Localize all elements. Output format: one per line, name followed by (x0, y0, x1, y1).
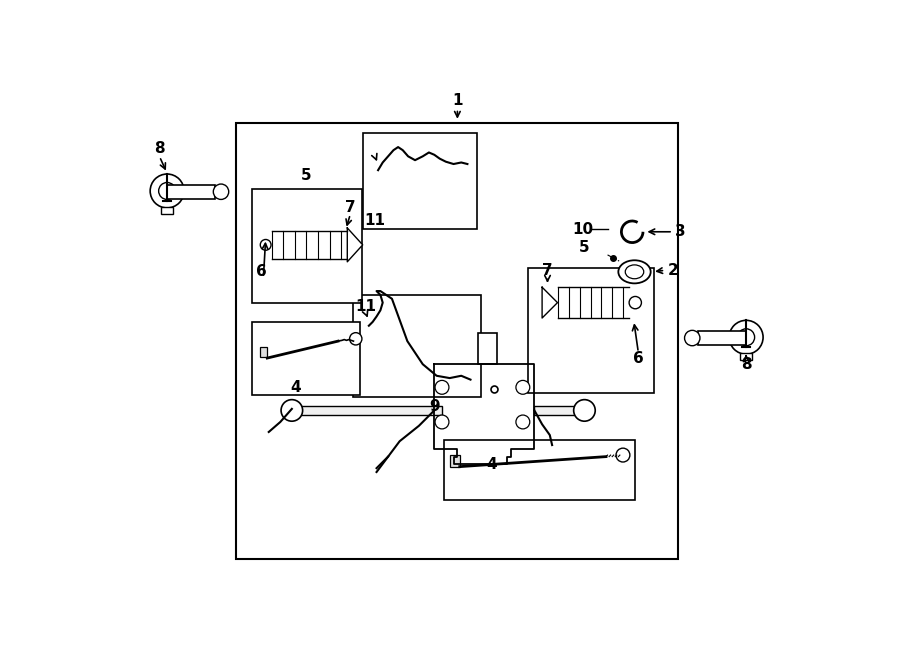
Circle shape (629, 297, 642, 309)
Polygon shape (542, 288, 557, 318)
Text: 6: 6 (256, 264, 266, 280)
Bar (698, 331, 746, 345)
Circle shape (213, 184, 229, 200)
Bar (259, 347, 267, 358)
Bar (252, 322, 360, 395)
Circle shape (516, 380, 530, 394)
Circle shape (158, 182, 176, 200)
Text: 4: 4 (487, 457, 498, 472)
Circle shape (616, 448, 630, 462)
Text: 11: 11 (364, 213, 385, 228)
Bar (363, 134, 477, 229)
Bar (236, 123, 679, 559)
Ellipse shape (626, 265, 644, 279)
Text: 8: 8 (741, 357, 751, 371)
Bar (451, 455, 460, 467)
Bar (252, 190, 362, 303)
Text: 2: 2 (668, 263, 679, 278)
Circle shape (729, 321, 763, 354)
Bar (478, 333, 498, 364)
Text: 9: 9 (429, 399, 439, 414)
Circle shape (260, 239, 271, 251)
Text: 11: 11 (356, 299, 376, 314)
Text: 5: 5 (579, 240, 590, 254)
Text: 7: 7 (345, 200, 356, 215)
Circle shape (435, 380, 449, 394)
Circle shape (435, 415, 449, 429)
Bar (535, 406, 584, 415)
Circle shape (738, 329, 754, 346)
Bar (161, 207, 174, 214)
Ellipse shape (618, 260, 651, 284)
Circle shape (150, 174, 184, 208)
Circle shape (281, 400, 302, 421)
Circle shape (573, 400, 595, 421)
Circle shape (516, 415, 530, 429)
Bar (740, 354, 752, 360)
Text: 4: 4 (291, 380, 301, 395)
Bar (354, 295, 481, 397)
Text: 1: 1 (452, 93, 463, 108)
Text: 6: 6 (633, 352, 643, 366)
Text: 7: 7 (542, 263, 553, 278)
Text: 10: 10 (572, 222, 593, 237)
Text: 5: 5 (301, 168, 311, 183)
Circle shape (685, 330, 700, 346)
Bar (528, 268, 653, 393)
Text: 8: 8 (154, 141, 165, 156)
Bar (167, 185, 215, 199)
Bar (292, 406, 442, 415)
Bar (445, 440, 635, 500)
Text: 3: 3 (675, 224, 686, 239)
Circle shape (349, 332, 362, 345)
Polygon shape (347, 228, 363, 262)
